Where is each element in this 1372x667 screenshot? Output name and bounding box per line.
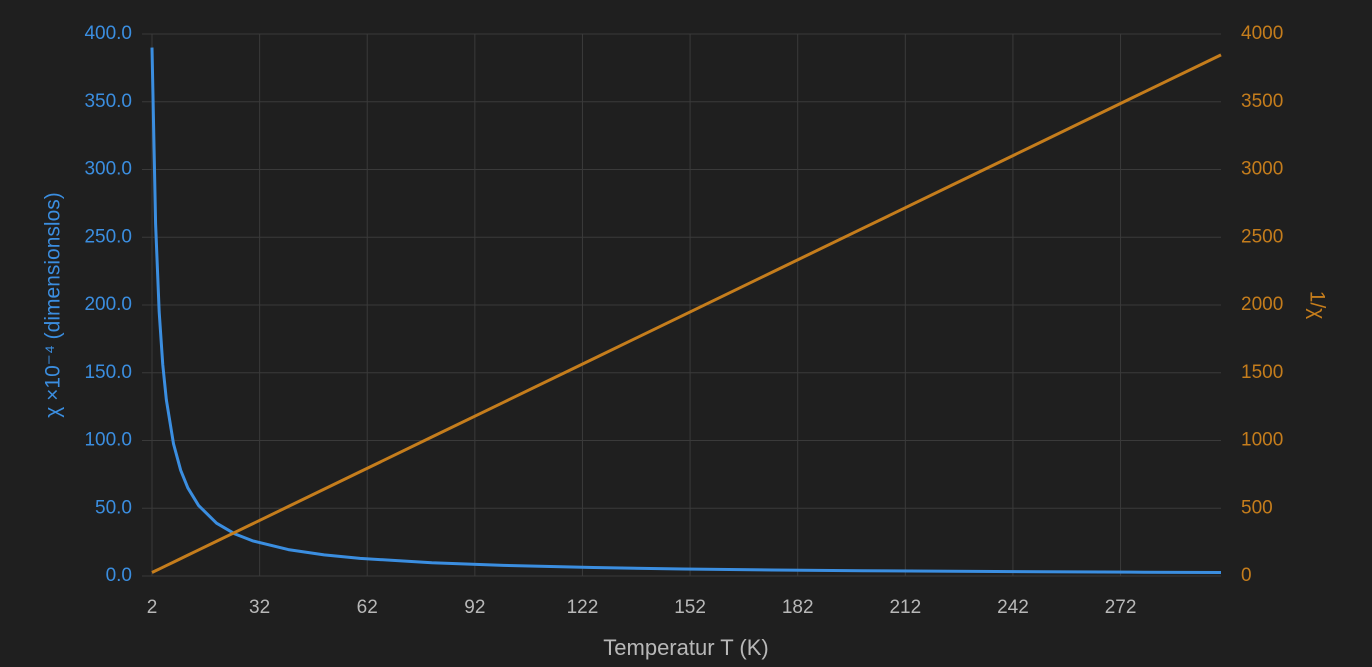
x-tick-label: 32 — [249, 597, 270, 618]
y2-axis-label: 1/χ — [1305, 291, 1328, 320]
y2-tick-label: 500 — [1241, 497, 1273, 518]
x-tick-label: 122 — [567, 597, 599, 618]
x-tick-label: 2 — [147, 597, 158, 618]
y-tick-label: 150.0 — [84, 362, 132, 383]
y2-tick-label: 3500 — [1241, 91, 1283, 112]
y2-tick-label: 0 — [1241, 565, 1252, 586]
y2-tick-label: 1500 — [1241, 362, 1283, 383]
y2-tick-label: 4000 — [1241, 23, 1283, 44]
y2-tick-label: 1000 — [1241, 430, 1283, 451]
x-tick-label: 152 — [674, 597, 706, 618]
y-tick-label: 400.0 — [84, 23, 132, 44]
y-tick-label: 250.0 — [84, 226, 132, 247]
x-tick-label: 62 — [357, 597, 378, 618]
x-axis-label: Temperatur T (K) — [603, 635, 768, 660]
y2-tick-label: 2000 — [1241, 294, 1283, 315]
y-tick-label: 300.0 — [84, 159, 132, 180]
x-tick-label: 272 — [1105, 597, 1137, 618]
data-line — [150, 47, 1222, 574]
y-tick-label: 50.0 — [95, 497, 132, 518]
x-tick-label: 182 — [782, 597, 814, 618]
y-tick-label: 0.0 — [106, 565, 132, 586]
y2-tick-label: 2500 — [1241, 226, 1283, 247]
y-axis-label: χ ×10⁻⁴ (dimensionslos) — [42, 192, 65, 417]
x-tick-label: 242 — [997, 597, 1029, 618]
y-tick-label: 200.0 — [84, 294, 132, 315]
data-line — [151, 53, 1222, 574]
x-tick-label: 212 — [889, 597, 921, 618]
y2-tick-label: 3000 — [1241, 159, 1283, 180]
y-tick-label: 100.0 — [84, 430, 132, 451]
x-tick-label: 92 — [464, 597, 485, 618]
y-tick-label: 350.0 — [84, 91, 132, 112]
